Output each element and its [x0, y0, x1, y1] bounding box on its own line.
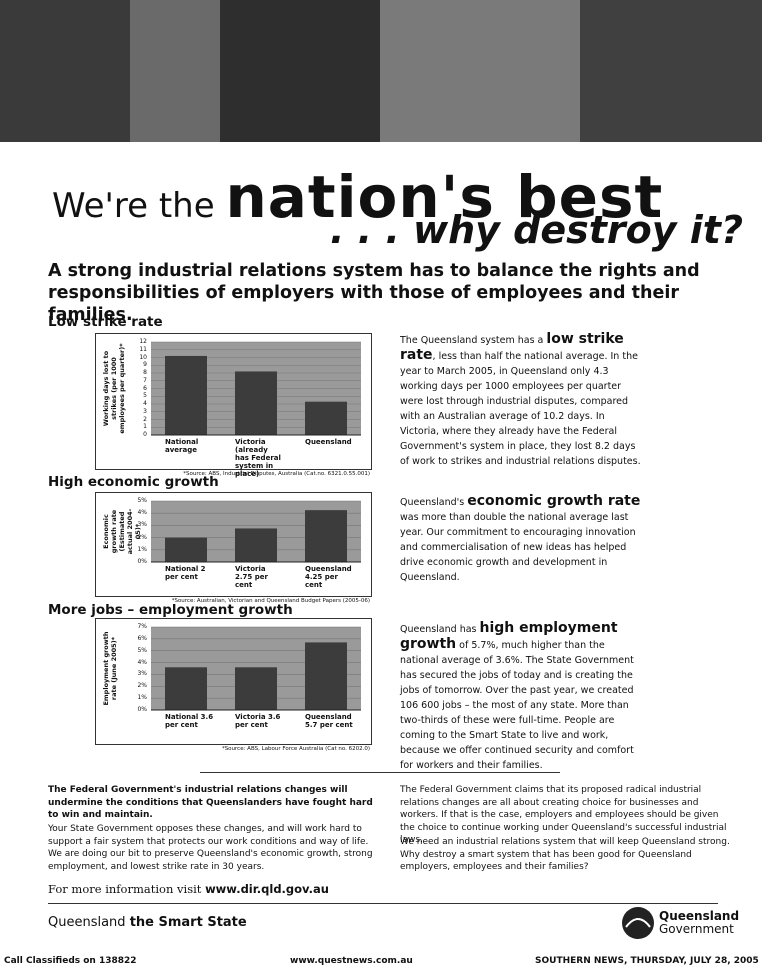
bar [235, 667, 277, 710]
x-tick-label: National 2 per cent [165, 565, 214, 581]
footer-left: Call Classifieds on 138822 [4, 956, 137, 966]
photo-strip [0, 0, 762, 142]
bar [165, 538, 207, 562]
text-lead: Queensland's [400, 497, 467, 508]
y-tick-label: 10 [127, 354, 147, 361]
section-heading: More jobs – employment growth [48, 602, 293, 618]
page: {"headline": {"line1_prefix": "We're the… [0, 0, 762, 974]
photo [0, 0, 130, 142]
x-tick-label: Victoria 3.6 per cent [235, 713, 284, 729]
logo-emblem [618, 905, 658, 941]
y-tick-label: 2% [127, 682, 147, 689]
photo [580, 0, 762, 142]
text-body: was more than double the national averag… [400, 512, 636, 583]
y-axis-label: Economic growth rate (Estimated actual 2… [102, 501, 142, 562]
y-tick-label: 0% [127, 706, 147, 713]
bar [305, 402, 347, 435]
x-tick-label: Victoria 2.75 per cent [235, 565, 284, 589]
bottom-left-bold: The Federal Government's industrial rela… [48, 784, 378, 822]
y-tick-label: 4 [127, 400, 147, 407]
tagline-prefix: Queensland [48, 915, 130, 930]
section-text: The Queensland system has a low strike r… [400, 332, 645, 469]
section-text: Queensland's economic growth rate was mo… [400, 494, 645, 585]
logo-line2: Government [659, 922, 734, 936]
divider [200, 772, 560, 773]
y-tick-label: 9 [127, 361, 147, 368]
text-lead: The Queensland system has a [400, 335, 546, 346]
footer-center: www.questnews.com.au [290, 956, 413, 966]
photo [220, 0, 380, 142]
tagline-emphasis: the Smart State [130, 915, 247, 930]
y-tick-label: 4% [127, 659, 147, 666]
y-tick-label: 6% [127, 635, 147, 642]
bottom-left-body: Your State Government opposes these chan… [48, 823, 378, 873]
chart: 0% 1% 2% 3% 4% 5% 6% 7% National 3.6 per cent Vic… [95, 618, 372, 745]
x-tick-label: Queensland 5.7 per cent [305, 713, 354, 729]
y-tick-label: 5 [127, 392, 147, 399]
tagline: Queensland the Smart State [48, 915, 247, 930]
bar [165, 356, 207, 435]
text-lead: Queensland has [400, 624, 480, 635]
photo [380, 0, 580, 142]
x-tick-label: National 3.6 per cent [165, 713, 214, 729]
chart-source: *Source: ABS, Labour Force Australia (Ca… [95, 746, 370, 752]
photo [130, 0, 220, 142]
bar [235, 371, 277, 435]
rule [48, 903, 718, 904]
headline-line2: . . . why destroy it? [330, 208, 743, 252]
y-tick-label: 2 [127, 416, 147, 423]
bar [305, 642, 347, 710]
more-info-url[interactable]: www.dir.qld.gov.au [205, 882, 329, 896]
y-tick-label: 1 [127, 423, 147, 430]
y-axis-label: Working days lost to strikes (per 1000 e… [102, 342, 126, 435]
y-tick-label: 12 [127, 338, 147, 345]
y-tick-label: 1% [127, 694, 147, 701]
logo-line1: Queensland [659, 909, 739, 923]
section-heading: Low strike rate [48, 314, 163, 330]
y-tick-label: 3 [127, 408, 147, 415]
bar [235, 528, 277, 562]
headline-prefix: We're the [52, 186, 215, 226]
y-tick-label: 8 [127, 369, 147, 376]
section-heading: High economic growth [48, 474, 219, 490]
y-tick-label: 0 [127, 431, 147, 438]
x-tick-label: National average [165, 438, 214, 454]
text-body: of 5.7%, much higher than the national a… [400, 640, 634, 771]
section-text: Queensland has high employment growth of… [400, 621, 645, 773]
y-tick-label: 3% [127, 670, 147, 677]
y-axis-label: Employment growth rate (June 2005)* [102, 627, 118, 710]
footer-right: SOUTHERN NEWS, THURSDAY, JULY 28, 2005 [535, 956, 759, 966]
bar [305, 510, 347, 562]
x-tick-label: Queensland 4.25 per cent [305, 565, 354, 589]
text-highlight: economic growth rate [467, 493, 640, 509]
y-tick-label: 5% [127, 647, 147, 654]
bar [165, 667, 207, 710]
y-tick-label: 11 [127, 346, 147, 353]
more-info: For more information visit www.dir.qld.g… [48, 882, 329, 896]
y-tick-label: 7% [127, 623, 147, 630]
bottom-right-p2: We need an industrial relations system t… [400, 836, 730, 874]
more-info-prefix: For more information visit [48, 882, 205, 896]
text-body: , less than half the national average. I… [400, 351, 641, 467]
y-tick-label: 6 [127, 385, 147, 392]
x-tick-label: Queensland [305, 438, 354, 446]
y-tick-label: 7 [127, 377, 147, 384]
